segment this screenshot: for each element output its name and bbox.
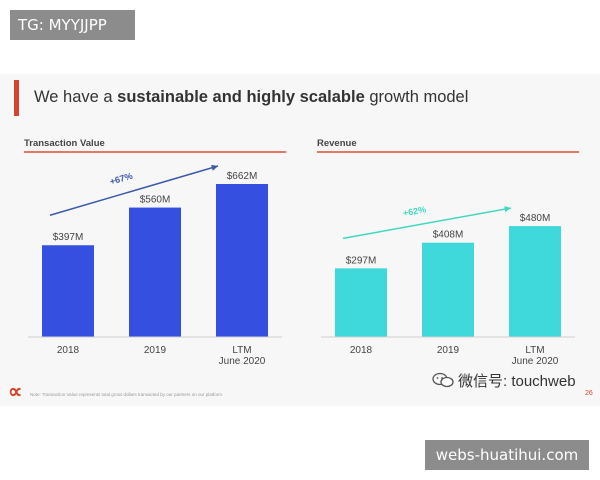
rev-value-label-0: $297M — [346, 255, 377, 266]
watermark-top: TG: MYYJJPP — [10, 10, 135, 40]
rev-bar-0 — [335, 268, 387, 337]
rev-category-label-0: 2018 — [350, 345, 373, 356]
tv-value-label-0: $397M — [53, 232, 84, 243]
rev-category-label-2: LTM — [525, 345, 544, 356]
wechat-text: 微信号: touchweb — [458, 373, 576, 390]
tv-bar-0 — [42, 245, 94, 337]
rev-value-label-2: $480M — [520, 213, 551, 224]
headline-bold: sustainable and highly scalable — [117, 88, 365, 106]
rev-bar-1 — [422, 242, 474, 337]
tv-growth-label: +67% — [109, 171, 134, 187]
tv-growth-arrowhead — [211, 164, 218, 171]
rev-category-label-2-line2: June 2020 — [512, 356, 559, 367]
tv-panel-title: Transaction Value — [24, 138, 105, 149]
tv-title-rule — [24, 151, 286, 153]
watermark-bottom: webs-huatihui.com — [425, 440, 589, 470]
footnote: Note: Transaction Value represents total… — [30, 392, 223, 397]
tv-bar-2 — [216, 184, 268, 337]
rev-panel-title: Revenue — [317, 138, 357, 149]
wechat-icon — [432, 372, 454, 388]
accent-bar — [14, 80, 19, 116]
rev-title-rule — [317, 151, 579, 153]
rev-bar-2 — [509, 226, 561, 337]
slide: We have a sustainable and highly scalabl… — [0, 74, 600, 406]
company-logo: ∝ — [8, 381, 23, 403]
rev-growth-arrowhead — [504, 206, 511, 213]
rev-value-label-1: $408M — [433, 230, 464, 241]
page-number: 26 — [585, 390, 593, 397]
tv-growth-arrow — [49, 165, 219, 216]
rev-growth-arrow — [342, 207, 512, 240]
wechat-id: 微信号: touchweb — [432, 370, 576, 391]
headline-prefix: We have a — [34, 88, 118, 106]
tv-category-label-0: 2018 — [57, 345, 80, 356]
tv-category-label-2: LTM — [232, 345, 251, 356]
tv-bar-1 — [129, 207, 181, 337]
rev-growth-label: +62% — [402, 204, 427, 218]
rev-category-label-1: 2019 — [437, 345, 460, 356]
tv-value-label-2: $662M — [227, 171, 258, 182]
headline: We have a sustainable and highly scalabl… — [34, 88, 468, 107]
headline-suffix: growth model — [364, 88, 469, 106]
tv-category-label-1: 2019 — [144, 345, 167, 356]
tv-value-label-1: $560M — [140, 195, 171, 206]
tv-category-label-2-line2: June 2020 — [219, 356, 266, 367]
